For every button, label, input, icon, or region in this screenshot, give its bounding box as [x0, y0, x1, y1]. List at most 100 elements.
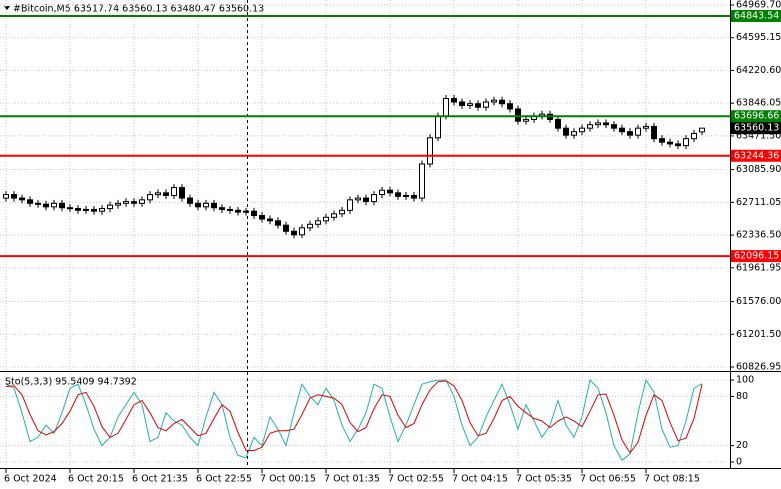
candle-body [51, 202, 57, 208]
candle-body [579, 127, 585, 133]
candle-body [643, 125, 649, 129]
candle-body [347, 199, 353, 211]
indicator-line [5, 380, 703, 454]
y-tick-label: 63846.05 [736, 98, 781, 109]
candle-body [555, 118, 561, 129]
candle-body [675, 143, 681, 147]
candle-body [3, 194, 9, 199]
candle-body [659, 138, 665, 143]
y-tick-label: 64220.60 [736, 65, 781, 76]
candle-body [371, 194, 377, 203]
candle-body [427, 137, 433, 165]
y-tick-label: 61961.95 [736, 262, 781, 273]
candle-body [403, 194, 409, 197]
candle-body [411, 194, 417, 199]
candle-body [355, 197, 361, 201]
candle-body [651, 125, 657, 140]
candle-body [299, 227, 305, 236]
candle-body [267, 218, 273, 222]
candle-body [75, 208, 81, 211]
x-tick-label: 6 Oct 22:55 [196, 474, 252, 485]
candle-body [595, 122, 601, 126]
x-tick-label: 6 Oct 21:35 [132, 474, 188, 485]
candle-body [131, 201, 137, 204]
candle-body [571, 131, 577, 136]
chart-title: #Bitcoin,M5 63517.74 63560.13 63480.47 6… [13, 4, 264, 15]
candle-body [587, 124, 593, 129]
candle-body [387, 189, 393, 194]
candle-body [515, 108, 521, 122]
y-tick-label: 20 [736, 440, 748, 451]
y-tick-label: 61201.50 [736, 329, 781, 340]
candle-body [635, 127, 641, 136]
last-price-label: 63560.13 [734, 123, 779, 134]
y-tick-label: 60826.95 [736, 361, 781, 372]
level-label-box [731, 250, 781, 263]
x-tick-label: 6 Oct 20:15 [68, 474, 124, 485]
candle-body [459, 101, 465, 106]
candle-body [171, 187, 177, 196]
candle-body [115, 202, 121, 206]
candle-body [99, 208, 105, 212]
candle-body [91, 208, 97, 212]
y-tick-label: 64969.70 [736, 0, 781, 10]
last-price-box [731, 122, 781, 135]
y-tick-label: 63471.50 [736, 130, 781, 141]
candle-body [363, 197, 369, 203]
candle-body [291, 230, 297, 236]
candle-body [195, 202, 201, 208]
candle-body [235, 209, 241, 213]
indicator-line [5, 378, 703, 462]
candle-body [315, 220, 321, 225]
level-label: 62096.15 [734, 251, 779, 262]
y-tick-label: 62336.50 [736, 230, 781, 241]
candle-body [83, 208, 89, 211]
x-tick-label: 7 Oct 06:55 [580, 474, 636, 485]
candle-body [283, 224, 289, 232]
candle-body [419, 163, 425, 199]
candle-body [627, 131, 633, 136]
candle-body [163, 192, 169, 196]
candle-body [451, 97, 457, 103]
level-label-box [731, 110, 781, 123]
y-tick-label: 62711.05 [736, 197, 781, 208]
candle-body [323, 216, 329, 222]
x-tick-label: 7 Oct 05:35 [516, 474, 572, 485]
candle-body [275, 220, 281, 226]
indicator-title: Sto(5,3,3) 95.5409 94.7392 [5, 377, 137, 388]
candle-body [179, 187, 185, 199]
candle-body [251, 210, 257, 217]
level-label: 64843.54 [734, 11, 779, 22]
candle-body [27, 199, 33, 204]
candle-body [243, 210, 249, 213]
candle-body [699, 127, 705, 133]
candle-body [339, 209, 345, 215]
candle-body [155, 192, 161, 196]
level-label: 63696.66 [734, 111, 779, 122]
candle-body [11, 194, 17, 199]
candle-body [67, 207, 73, 210]
candle-body [211, 202, 217, 209]
candle-body [443, 97, 449, 117]
candle-body [563, 127, 569, 136]
candle-body [259, 215, 265, 220]
candle-body [691, 132, 697, 140]
candle-body [59, 202, 65, 209]
y-tick-label: 100 [736, 375, 754, 386]
candle-body [203, 202, 209, 208]
candle-body [307, 223, 313, 229]
candle-body [603, 122, 609, 126]
candle-body [43, 203, 49, 208]
x-tick-label: 6 Oct 2024 [4, 474, 57, 485]
candle-body [619, 127, 625, 133]
level-label-box [731, 149, 781, 162]
candle-body [331, 213, 337, 218]
candle-body [475, 103, 481, 108]
candle-body [523, 118, 529, 122]
x-tick-label: 7 Oct 04:15 [452, 474, 508, 485]
y-tick-label: 61576.00 [736, 296, 781, 307]
candle-body [35, 202, 41, 205]
